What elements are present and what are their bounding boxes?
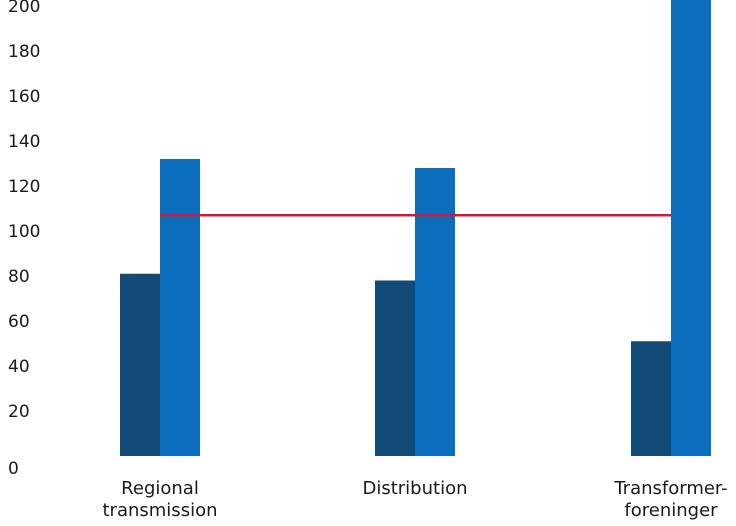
y-tick-label: 80 xyxy=(8,267,30,287)
bar-series-1-3 xyxy=(631,341,671,456)
y-tick-label: 180 xyxy=(8,42,40,62)
y-tick-label: 20 xyxy=(8,402,30,422)
y-axis-ticks: 0 20 40 60 80 100 120 140 160 180 200 xyxy=(8,0,40,479)
y-tick-label: 140 xyxy=(8,132,40,152)
y-tick-label: 0 xyxy=(8,459,19,479)
bars xyxy=(120,0,711,456)
bar-series-2-1 xyxy=(160,159,200,456)
y-tick-label: 160 xyxy=(8,87,40,107)
bar-series-2-3 xyxy=(671,0,711,456)
y-tick-label: 100 xyxy=(8,222,40,242)
x-category-label: Transformer-foreninger xyxy=(613,478,727,521)
bar-series-1-2 xyxy=(375,280,415,456)
y-tick-label: 40 xyxy=(8,357,30,377)
bar-series-1-1 xyxy=(120,273,160,456)
bar-series-2-2 xyxy=(415,168,455,456)
x-category-label: Distribution xyxy=(362,478,467,499)
category-labels: Regional transmission Distribution Transfor… xyxy=(103,478,728,521)
y-tick-label: 60 xyxy=(8,312,30,332)
y-tick-label: 200 xyxy=(8,0,40,17)
y-tick-label: 120 xyxy=(8,177,40,197)
x-category-label: Regional transmission xyxy=(103,478,218,521)
